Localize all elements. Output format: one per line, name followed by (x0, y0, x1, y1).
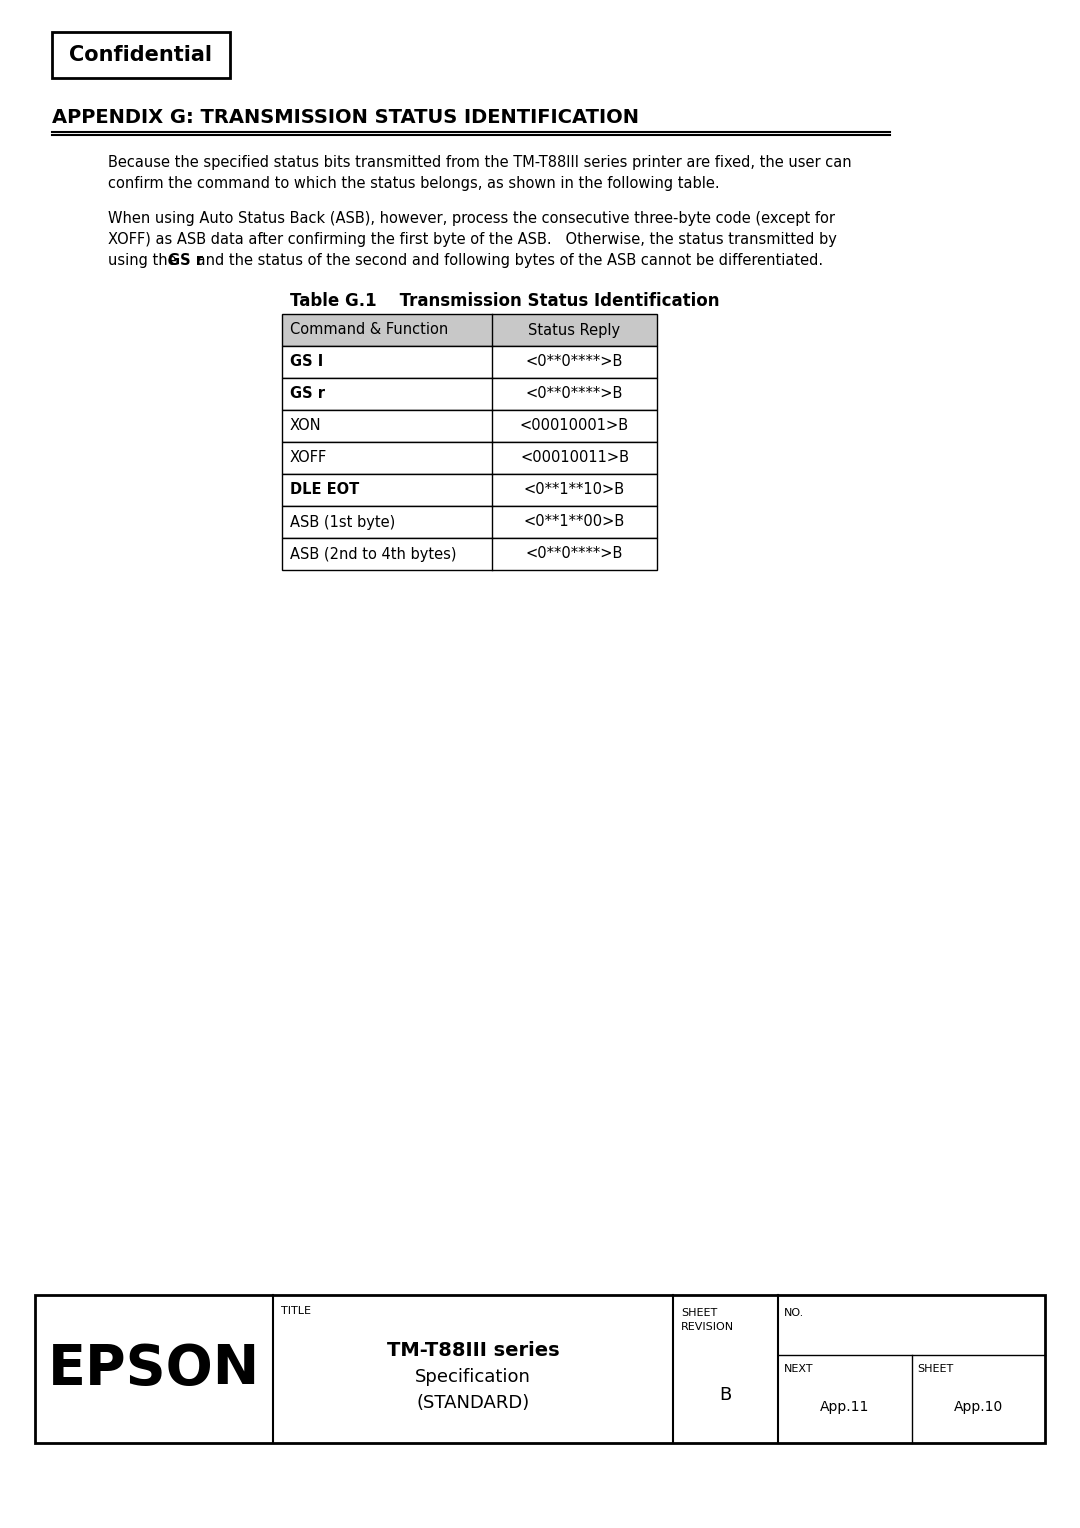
Text: APPENDIX G: TRANSMISSION STATUS IDENTIFICATION: APPENDIX G: TRANSMISSION STATUS IDENTIFI… (52, 108, 639, 127)
Text: DLE EOT: DLE EOT (291, 483, 360, 498)
Text: NO.: NO. (784, 1308, 805, 1319)
Text: Confidential: Confidential (69, 44, 213, 66)
Text: <0**1**00>B: <0**1**00>B (524, 515, 625, 530)
Bar (282, 538, 657, 570)
Text: (STANDARD): (STANDARD) (417, 1394, 529, 1412)
Text: GS r: GS r (291, 387, 325, 402)
Bar (52, 32, 230, 78)
Text: ASB (1st byte): ASB (1st byte) (291, 515, 395, 530)
Text: SHEET: SHEET (918, 1365, 954, 1374)
Text: GS r: GS r (167, 254, 203, 267)
Text: Because the specified status bits transmitted from the TM-T88III series printer : Because the specified status bits transm… (108, 154, 852, 170)
Text: <0**0****>B: <0**0****>B (526, 387, 623, 402)
Text: SHEET: SHEET (681, 1308, 717, 1319)
Text: Table G.1    Transmission Status Identification: Table G.1 Transmission Status Identifica… (291, 292, 719, 310)
Bar (282, 442, 657, 474)
Text: XON: XON (291, 419, 322, 434)
Text: GS I: GS I (291, 354, 323, 370)
Text: XOFF: XOFF (291, 451, 327, 466)
Text: ASB (2nd to 4th bytes): ASB (2nd to 4th bytes) (291, 547, 457, 561)
Text: <0**0****>B: <0**0****>B (526, 354, 623, 370)
Text: App.10: App.10 (954, 1400, 1003, 1413)
Text: using the: using the (108, 254, 181, 267)
Text: REVISION: REVISION (681, 1322, 734, 1332)
Text: <00010011>B: <00010011>B (519, 451, 629, 466)
Text: Specification: Specification (415, 1368, 531, 1386)
Text: When using Auto Status Back (ASB), however, process the consecutive three-byte c: When using Auto Status Back (ASB), howev… (108, 211, 835, 226)
Text: B: B (719, 1386, 731, 1404)
Bar (282, 506, 657, 538)
Text: TM-T88III series: TM-T88III series (387, 1340, 559, 1360)
Text: <00010001>B: <00010001>B (519, 419, 629, 434)
Text: and the status of the second and following bytes of the ASB cannot be differenti: and the status of the second and followi… (192, 254, 824, 267)
Text: App.11: App.11 (820, 1400, 869, 1413)
Text: confirm the command to which the status belongs, as shown in the following table: confirm the command to which the status … (108, 176, 719, 191)
Bar (282, 377, 657, 410)
Text: <0**0****>B: <0**0****>B (526, 547, 623, 561)
Bar (282, 313, 657, 345)
Text: Status Reply: Status Reply (528, 322, 621, 338)
Text: TITLE: TITLE (281, 1306, 311, 1316)
Bar (282, 410, 657, 442)
Text: Command & Function: Command & Function (291, 322, 448, 338)
Text: NEXT: NEXT (784, 1365, 813, 1374)
Bar (35, 1296, 1045, 1442)
Text: XOFF) as ASB data after confirming the first byte of the ASB.   Otherwise, the s: XOFF) as ASB data after confirming the f… (108, 232, 837, 248)
Text: <0**1**10>B: <0**1**10>B (524, 483, 625, 498)
Bar (282, 474, 657, 506)
Bar (282, 345, 657, 377)
Text: EPSON: EPSON (48, 1342, 260, 1397)
